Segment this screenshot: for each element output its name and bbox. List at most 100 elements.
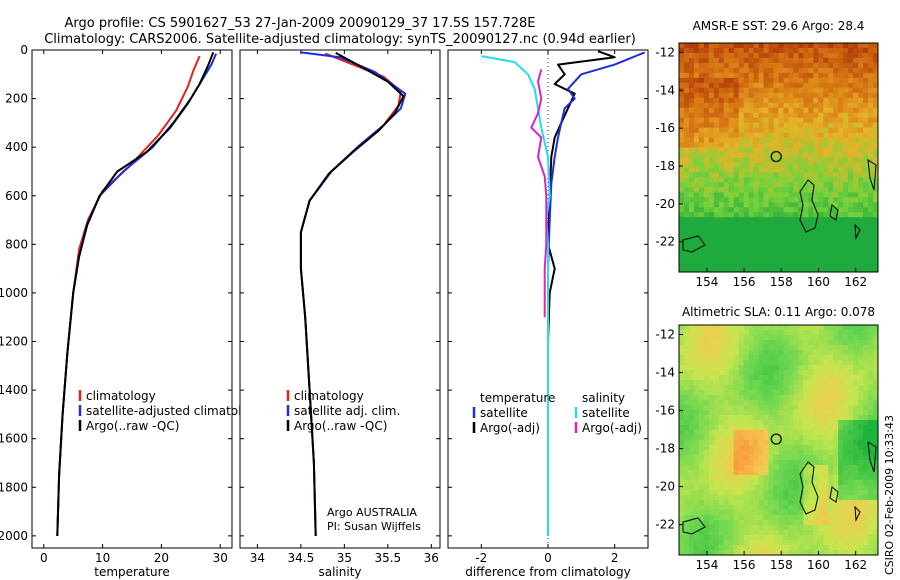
map-cell [803, 530, 809, 536]
map-cell [808, 535, 814, 541]
map-cell [808, 490, 814, 496]
map-cell [768, 122, 774, 129]
map-cell [818, 152, 824, 158]
map-cell [748, 475, 755, 481]
map-cell [768, 137, 774, 143]
map-cell [753, 122, 760, 129]
map-cell [723, 142, 730, 148]
map-cell [738, 102, 745, 109]
map-cell [703, 87, 710, 94]
map-cell [713, 82, 720, 89]
map-cell [728, 400, 735, 406]
map-cell [778, 257, 784, 263]
map-cell [858, 495, 864, 501]
map-cell [683, 202, 690, 208]
map-cell [868, 262, 874, 268]
map-cell [718, 97, 725, 104]
map-cell [818, 410, 824, 416]
map-cell [858, 325, 864, 331]
map-cell [708, 490, 715, 496]
map-cell [863, 365, 869, 371]
map-cell [748, 43, 755, 49]
map-cell [768, 227, 774, 233]
map-cell [843, 520, 849, 526]
map-cell [758, 415, 764, 421]
map-cell [833, 232, 839, 238]
map-cell [758, 410, 764, 416]
map-cell [858, 545, 864, 551]
map-cell [763, 370, 769, 376]
map-cell [833, 147, 839, 153]
map-cell [753, 440, 760, 446]
map-cell [688, 92, 695, 99]
x-tick-label: 156 [733, 275, 756, 289]
map-cell [738, 340, 745, 346]
map-cell [813, 510, 819, 516]
map-cell [858, 47, 864, 54]
map-cell [723, 87, 730, 94]
map-cell [873, 262, 879, 268]
map-cell [703, 212, 710, 218]
map-cell [863, 72, 869, 79]
map-cell [868, 97, 874, 104]
map-cell [808, 207, 814, 213]
map-cell [763, 500, 769, 506]
map-cell [679, 400, 685, 406]
map-cell [778, 242, 784, 248]
map-cell [783, 247, 789, 253]
map-cell [723, 157, 730, 163]
map-cell [833, 182, 839, 188]
map-cell [853, 107, 859, 114]
map-cell [723, 480, 730, 486]
map-cell [813, 465, 819, 471]
map-cell [698, 162, 705, 168]
map-cell [828, 485, 834, 491]
map-cell [758, 82, 764, 89]
map-cell [693, 197, 700, 203]
map-cell [738, 52, 745, 59]
map-cell [808, 345, 814, 351]
map-cell [838, 217, 844, 223]
map-cell [803, 192, 809, 198]
map-cell [743, 87, 750, 94]
map-cell [679, 340, 685, 346]
map-cell [768, 535, 774, 541]
map-cell [873, 72, 879, 79]
map-cell [748, 455, 755, 461]
map-cell [753, 430, 760, 436]
map-cell [818, 102, 824, 109]
map-cell [873, 505, 879, 511]
map-cell [693, 227, 700, 233]
map-cell [833, 187, 839, 193]
map-cell [793, 430, 799, 436]
map-cell [708, 525, 715, 531]
map-cell [738, 212, 745, 218]
map-cell [858, 247, 864, 253]
map-cell [828, 62, 834, 69]
map-cell [783, 500, 789, 506]
map-cell [858, 520, 864, 526]
map-cell [833, 375, 839, 381]
map-cell [783, 435, 789, 441]
legend-label: satellite-adjusted climatology [86, 404, 264, 418]
map-cell [868, 102, 874, 109]
map-cell [783, 72, 789, 79]
map-cell [763, 152, 769, 158]
map-cell [768, 117, 774, 124]
map-cell [788, 122, 794, 129]
map-cell [863, 425, 869, 431]
map-cell [708, 345, 715, 351]
map-cell [783, 410, 789, 416]
map-cell [713, 207, 720, 213]
map-cell [683, 43, 690, 49]
map-cell [808, 355, 814, 361]
map-cell [793, 147, 799, 153]
map-cell [708, 222, 715, 228]
map-cell [723, 92, 730, 99]
map-cell [808, 157, 814, 163]
map-cell [728, 330, 735, 336]
map-cell [698, 43, 705, 49]
map-cell [723, 127, 730, 134]
map-cell [813, 525, 819, 531]
map-cell [773, 420, 779, 426]
